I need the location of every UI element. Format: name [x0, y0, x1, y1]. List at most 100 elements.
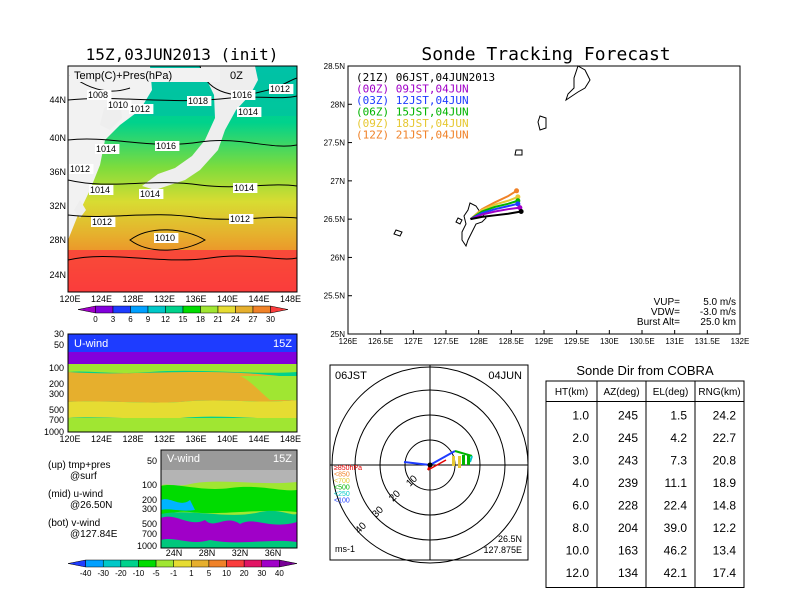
colorbar-swatch — [85, 559, 104, 568]
table-cell: 17.4 — [713, 566, 737, 580]
isobar-label-bg — [233, 183, 258, 193]
colorbar-tick: 15 — [179, 315, 188, 324]
isobar-label: 1008 — [88, 90, 108, 100]
colorbar-swatch — [112, 305, 131, 314]
x-tick-label: 127.5E — [433, 337, 458, 346]
surface-lon-ticks: 120E 124E 128E 132E 136E 140E 144E 148E — [59, 294, 301, 304]
sonde-direction-table: Sonde Dir from COBRA HT(km) AZ(deg) EL(deg… — [545, 363, 745, 588]
lon-tick-label: 144E — [248, 434, 269, 444]
y-tick-label: 27.5N — [324, 139, 346, 148]
colorbar-tick: 6 — [128, 315, 133, 324]
x-tick-label: 130E — [600, 337, 619, 346]
isobar-label-bg — [154, 233, 179, 243]
isobar-label-bg — [89, 185, 114, 195]
isobar-label: 1014 — [234, 183, 254, 193]
colorbar-swatch — [147, 305, 166, 314]
table-cell: 24.2 — [713, 409, 737, 423]
lat-tick-label: 40N — [49, 133, 66, 143]
note-line: (mid) u-wind — [48, 489, 103, 500]
pressure-tick: 500 — [49, 405, 64, 415]
track-line — [470, 210, 522, 221]
table-cell: 8.0 — [572, 521, 589, 535]
colorbar-swatch — [252, 305, 271, 314]
temperature-colorbar: 0 3 6 9 12 15 18 21 24 27 30 — [77, 305, 289, 324]
colorbar-tick: 3 — [111, 315, 116, 324]
isobar-label-bg — [107, 100, 132, 110]
track-endpoint — [518, 208, 524, 214]
tracking-legend: (21Z) 06JST,04JUN2013(00Z) 09JST,04JUN(0… — [356, 71, 495, 142]
track-legend-entry: (09Z) 18JST,04JUN — [356, 117, 469, 130]
polar-unit: ms-1 — [335, 544, 355, 554]
x-tick-label: 131.5E — [695, 337, 720, 346]
table-grid: HT(km) AZ(deg) EL(deg) RNG(km) 1.0 245 1.5 24.2… — [545, 380, 745, 588]
colorbar-tick: -40 — [80, 569, 92, 578]
polar-time: 06JST — [335, 370, 367, 382]
param-value: 25.0 km — [700, 317, 736, 328]
table-cell: 2.0 — [572, 431, 589, 445]
pressure-tick: 300 — [142, 504, 157, 514]
x-tick-label: 130.5E — [629, 337, 654, 346]
table-cell: 20.8 — [713, 454, 737, 468]
x-tick-label: 126.5E — [368, 337, 393, 346]
colorbar-swatch — [200, 305, 219, 314]
isobar-label: 1012 — [70, 164, 90, 174]
pressure-legend-entry: <100 — [334, 498, 350, 505]
lat-tick-label: 24N — [166, 548, 183, 558]
colorbar-tick: -1 — [170, 569, 178, 578]
track-legend-entry: (03Z) 12JST,04JUN — [356, 94, 469, 107]
pressure-legend-entry: <700 — [334, 478, 350, 485]
colorbar-swatch — [77, 305, 96, 314]
colorbar-tick: -5 — [153, 569, 161, 578]
track-endpoint — [515, 194, 521, 200]
polar-lon: 127.875E — [483, 545, 522, 555]
colorbar-tick: -30 — [97, 569, 109, 578]
lat-tick-label: 28N — [199, 548, 216, 558]
lon-tick-label: 148E — [280, 294, 301, 304]
table-cell: 39.0 — [664, 521, 688, 535]
isobar-label: 1014 — [140, 189, 160, 199]
colorbar-tick: 21 — [214, 315, 223, 324]
pressure-tick: 50 — [54, 340, 64, 350]
table-header: EL(deg) — [653, 387, 689, 398]
isobar-label: 1018 — [188, 96, 208, 106]
lon-tick-label: 136E — [185, 434, 206, 444]
track-endpoint — [517, 205, 523, 211]
table-cell: 228 — [618, 499, 638, 513]
isobar-label: 1012 — [92, 217, 112, 227]
table-cell: 12.2 — [713, 521, 737, 535]
lat-tick-label: 32N — [49, 201, 66, 211]
table-header: RNG(km) — [698, 387, 740, 398]
pressure-tick: 500 — [142, 519, 157, 529]
table-cell: 14.8 — [713, 499, 737, 513]
pressure-tick: 100 — [142, 480, 157, 490]
note-line: (bot) v-wind — [48, 518, 100, 529]
colorbar-swatch — [130, 305, 149, 314]
table-cell: 1.0 — [572, 409, 589, 423]
lon-tick-label: 132E — [154, 434, 175, 444]
isobar-label-bg — [237, 107, 262, 117]
sonde-tracking-map: (21Z) 06JST,04JUN2013(00Z) 09JST,04JUN(0… — [324, 62, 750, 346]
colorbar-tick: -20 — [115, 569, 127, 578]
isobar-label-bg — [231, 90, 256, 100]
y-tick-label: 25.5N — [324, 292, 346, 301]
table-header: HT(km) — [555, 387, 588, 398]
table-cell: 245 — [618, 409, 638, 423]
lon-tick-label: 136E — [185, 294, 206, 304]
tracking-y-ticks: 25N 25.5N 26N 26.5N 27N 27.5N 28N 28.5N — [324, 62, 352, 339]
tracking-map-frame — [347, 65, 741, 335]
pressure-tick: 300 — [49, 389, 64, 399]
pressure-tick: 30 — [54, 329, 64, 339]
param-value: -3.0 m/s — [700, 307, 736, 318]
isobar-label: 1010 — [155, 233, 175, 243]
y-tick-label: 28.5N — [324, 62, 346, 71]
lon-tick-label: 120E — [59, 434, 80, 444]
isobar-label-bg — [229, 214, 254, 224]
lon-tick-label: 144E — [248, 294, 269, 304]
x-tick-label: 128E — [469, 337, 488, 346]
v-lat-ticks: 24N 28N 32N 36N — [166, 548, 282, 558]
note-sub: @surf — [70, 471, 97, 482]
colorbar-swatch — [243, 559, 263, 568]
